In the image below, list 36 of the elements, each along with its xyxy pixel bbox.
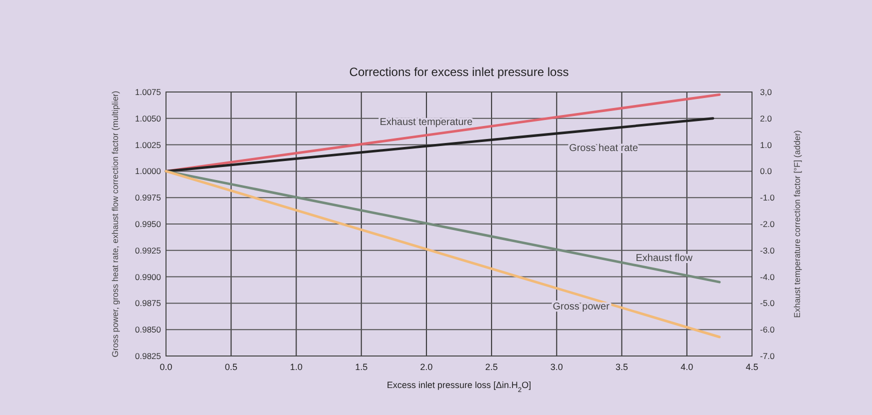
y2-tick-label: 3,0 (760, 87, 772, 97)
y-tick-label: 0.9950 (135, 219, 162, 229)
y-tick-label: 1.0050 (135, 113, 162, 124)
x-tick-label: 2.5 (485, 362, 498, 372)
y2-tick-label: -2.0 (760, 219, 775, 229)
x-tick-label: 0.5 (224, 362, 238, 372)
y2-tick-label: 2.0 (760, 113, 772, 124)
y-tick-label: 0.9850 (135, 324, 162, 335)
y-tick-label: 1.0025 (135, 140, 162, 150)
y-tick-label: 1.0075 (135, 87, 162, 97)
x-tick-label: 1.5 (355, 362, 368, 372)
chart-title: Corrections for excess inlet pressure loss (349, 65, 569, 79)
x-tick-label: 3.0 (550, 362, 563, 372)
y2-axis-title: Exhaust temperature correction factor [°F] (adder) (792, 130, 802, 318)
y-tick-label: 0.9925 (135, 245, 162, 256)
x-axis-title: Excess inlet pressure loss [Δin.H$_{2}$O] (386, 380, 532, 394)
x-tick-label: 3.5 (616, 362, 628, 372)
x-tick-label: 4.0 (680, 362, 694, 372)
x-tick-label: 4.5 (746, 362, 758, 372)
y2-tick-label: 1.0 (760, 140, 772, 150)
y-tick-label: 0.9825 (135, 351, 162, 361)
x-tick-label: 0.0 (160, 362, 172, 372)
y2-tick-label: -1.0 (760, 192, 775, 203)
y-tick-label: 1.0000 (135, 166, 162, 176)
x-tick-label: 1.0 (290, 362, 302, 372)
y-tick-label: 0.9875 (135, 298, 162, 308)
y-tick-label: 0.9900 (135, 272, 162, 282)
y2-tick-label: 0.0 (760, 166, 772, 176)
y2-tick-label: -7.0 (760, 351, 775, 361)
y-tick-label: 0.9975 (135, 192, 162, 203)
y2-tick-label: -3.0 (760, 245, 775, 256)
y-axis-title: Gross power, gross heat rate, exhaust flow correction factor (multiplier) (110, 90, 120, 358)
y2-tick-label: -5.0 (760, 298, 775, 308)
x-tick-label: 2.0 (420, 362, 433, 372)
y2-tick-label: -6.0 (760, 324, 775, 335)
y2-tick-label: -4.0 (760, 272, 775, 282)
